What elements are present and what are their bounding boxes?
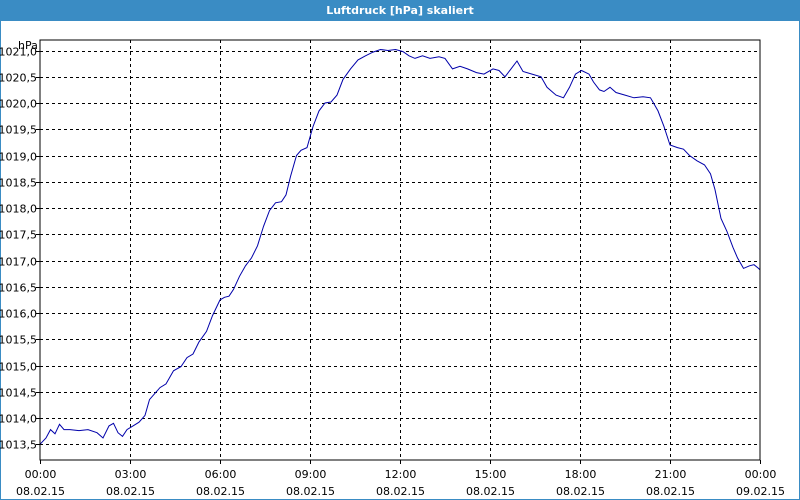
- x-tick-date-label: 08.02.15: [556, 485, 605, 498]
- y-tick-label: 1018,5: [0, 177, 37, 190]
- x-tick-date-label: 08.02.15: [466, 485, 515, 498]
- x-tick-time-label: 12:00: [385, 468, 417, 481]
- y-tick-label: 1018,0: [0, 203, 37, 216]
- y-tick-labels: 1013,5 1014,0 1014,5 1015,0 1015,5 1016,0 1016…: [0, 46, 37, 452]
- chart-title: Luftdruck [hPa] skaliert: [0, 0, 800, 21]
- x-tick-date-label: 08.02.15: [286, 485, 335, 498]
- x-tick-date-label: 09.02.15: [736, 485, 785, 498]
- y-tick-label: 1019,0: [0, 151, 37, 164]
- x-tick-time-label: 15:00: [475, 468, 507, 481]
- x-tick-labels: 00:00 08.02.15 03:00 08.02.15 06:00 08.02.15 0…: [16, 468, 785, 498]
- x-tick-date-label: 08.02.15: [106, 485, 155, 498]
- y-axis-unit-label: hPa: [18, 39, 38, 52]
- x-tick-time-label: 21:00: [655, 468, 687, 481]
- x-tick-time-label: 00:00: [25, 468, 57, 481]
- x-tick-time-label: 06:00: [205, 468, 237, 481]
- x-tick-time-label: 18:00: [565, 468, 597, 481]
- y-tick-label: 1021,0: [0, 46, 37, 59]
- x-tick-time-label: 00:00: [745, 468, 777, 481]
- y-tick-label: 1020,0: [0, 98, 37, 111]
- y-tick-label: 1015,5: [0, 334, 37, 347]
- y-tick-label: 1015,0: [0, 361, 37, 374]
- y-tick-label: 1014,5: [0, 387, 37, 400]
- y-tick-label: 1017,5: [0, 229, 37, 242]
- grid-lines: [36, 40, 761, 464]
- pressure-series-line: [39, 48, 761, 445]
- x-tick-date-label: 08.02.15: [16, 485, 65, 498]
- y-tick-label: 1019,5: [0, 124, 37, 137]
- x-tick-date-label: 08.02.15: [376, 485, 425, 498]
- y-tick-label: 1014,0: [0, 413, 37, 426]
- y-tick-label: 1020,5: [0, 72, 37, 85]
- x-tick-time-label: 03:00: [115, 468, 147, 481]
- plot-area-border: [39, 39, 761, 461]
- series-group: [39, 48, 761, 445]
- y-tick-label: 1016,0: [0, 308, 37, 321]
- y-tick-label: 1013,5: [0, 439, 37, 452]
- y-tick-label: 1017,0: [0, 256, 37, 269]
- x-tick-date-label: 08.02.15: [646, 485, 695, 498]
- x-tick-date-label: 08.02.15: [196, 485, 245, 498]
- y-tick-label: 1016,5: [0, 282, 37, 295]
- x-tick-time-label: 09:00: [295, 468, 327, 481]
